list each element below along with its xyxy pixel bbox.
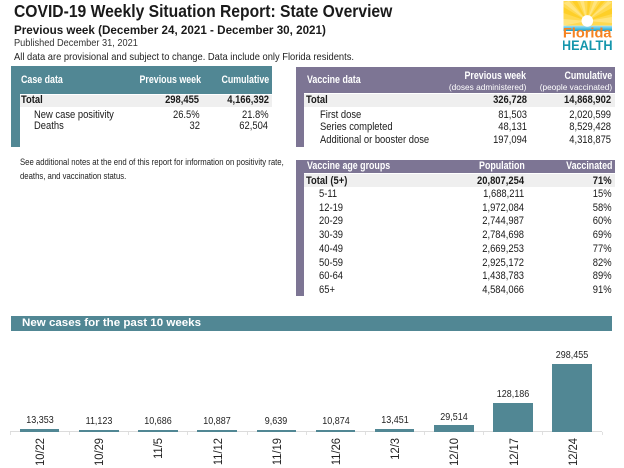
svg-text:Florida: Florida	[563, 25, 612, 40]
svg-text:HEALTH: HEALTH	[563, 37, 613, 52]
